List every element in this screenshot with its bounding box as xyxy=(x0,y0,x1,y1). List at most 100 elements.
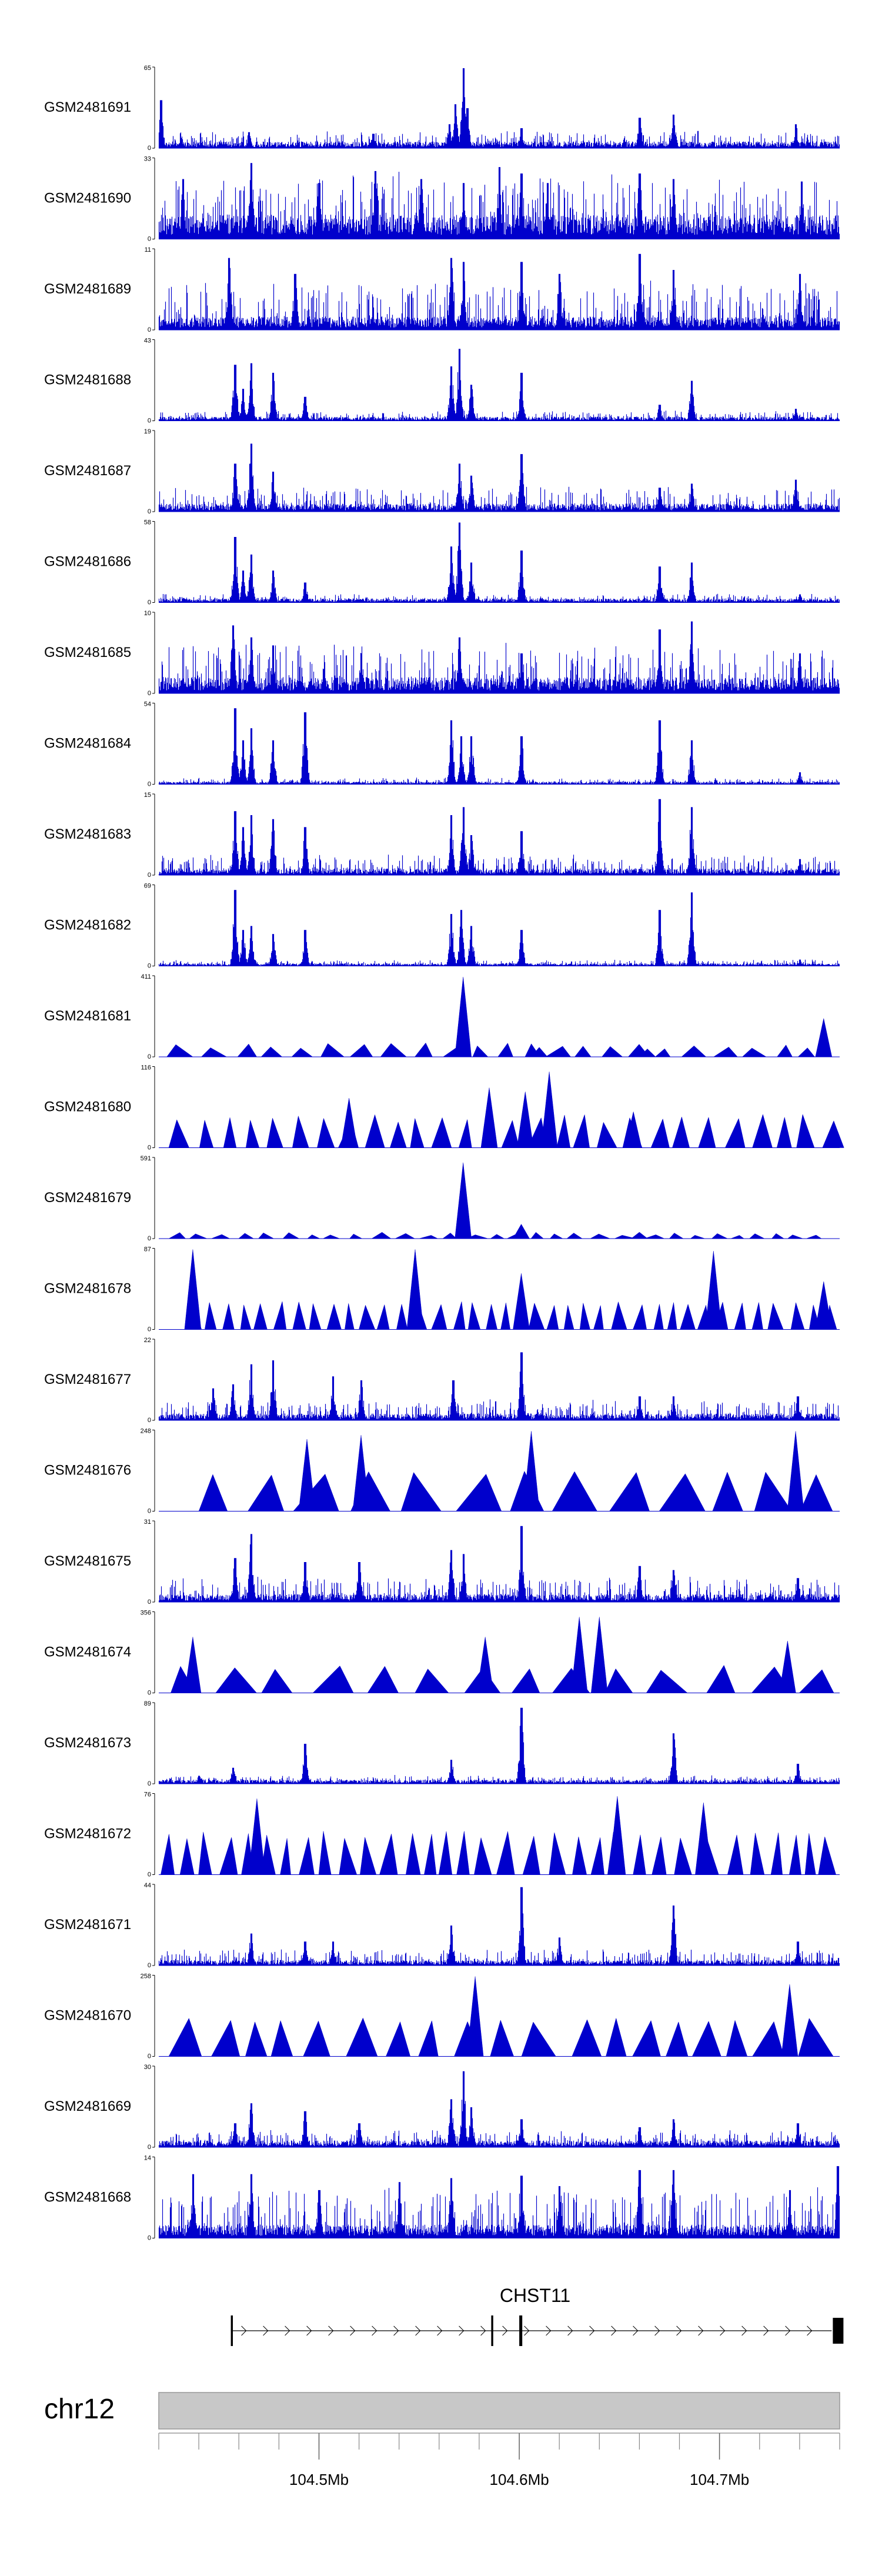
track-ymax-label: 411 xyxy=(141,973,151,980)
track-label: GSM2481669 xyxy=(44,2098,131,2114)
track-ymax-label: 14 xyxy=(144,2155,151,2162)
track-ymax-label: 258 xyxy=(141,1973,151,1980)
track-ymax-label: 19 xyxy=(144,428,151,435)
track-ymin-label: 0 xyxy=(148,1326,151,1333)
track-ymax-label: 116 xyxy=(141,1065,151,1072)
track-GSM2481669: GSM2481669 30 0 xyxy=(44,2064,840,2151)
track-label: GSM2481670 xyxy=(44,2008,131,2024)
gene-exon xyxy=(230,2315,233,2346)
track-ymin-label: 0 xyxy=(148,1871,151,1878)
signal-bars xyxy=(158,68,840,148)
signal-area xyxy=(168,1976,834,2057)
track-label: GSM2481673 xyxy=(44,1735,131,1751)
track-GSM2481682: GSM2481682 69 0 xyxy=(44,883,840,970)
track-ymax-label: 87 xyxy=(144,1246,151,1253)
signal-bars xyxy=(158,522,840,603)
signal-bars xyxy=(158,163,840,239)
track-ymax-label: 54 xyxy=(144,701,151,708)
track-GSM2481681: GSM2481681 411 0 xyxy=(44,973,840,1060)
track-ymax-label: 69 xyxy=(144,883,151,890)
track-ymin-label: 0 xyxy=(148,1599,151,1606)
track-GSM2481688: GSM2481688 43 0 xyxy=(44,338,840,425)
gene-track: CHST11 xyxy=(230,2285,844,2346)
track-ymin-label: 0 xyxy=(148,1235,151,1242)
axis-tick-label: 104.7Mb xyxy=(690,2471,749,2488)
track-GSM2481690: GSM2481690 33 0 xyxy=(44,156,840,243)
track-GSM2481678: GSM2481678 87 0 xyxy=(44,1246,840,1333)
track-label: GSM2481677 xyxy=(44,1372,131,1387)
track-ymin-label: 0 xyxy=(148,1417,151,1424)
track-ymin-label: 0 xyxy=(148,145,151,152)
gene-exon xyxy=(519,2315,523,2346)
chromosome-ideogram-bar xyxy=(158,2392,840,2430)
track-ymax-label: 22 xyxy=(144,1337,151,1344)
signal-bars xyxy=(158,1707,840,1784)
track-label: GSM2481689 xyxy=(44,281,131,297)
track-GSM2481670: GSM2481670 258 0 xyxy=(44,1973,840,2060)
track-label: GSM2481678 xyxy=(44,1281,131,1297)
track-GSM2481677: GSM2481677 22 0 xyxy=(44,1337,840,1424)
signal-area xyxy=(161,1796,837,1875)
track-ymax-label: 44 xyxy=(144,1882,151,1889)
gene-name-label: CHST11 xyxy=(500,2285,570,2306)
track-label: GSM2481672 xyxy=(44,1826,131,1842)
gene-exon xyxy=(491,2315,493,2346)
signal-bars xyxy=(158,1526,840,1602)
signal-bars xyxy=(158,621,840,693)
track-GSM2481672: GSM2481672 76 0 xyxy=(44,1791,840,1878)
axis-tick-label: 104.5Mb xyxy=(289,2471,349,2488)
track-GSM2481686: GSM2481686 58 0 xyxy=(44,519,840,606)
track-GSM2481685: GSM2481685 10 0 xyxy=(44,610,840,697)
track-GSM2481680: GSM2481680 116 0 xyxy=(44,1065,844,1152)
track-GSM2481671: GSM2481671 44 0 xyxy=(44,1882,840,1969)
track-ymin-label: 0 xyxy=(148,599,151,606)
track-GSM2481674: GSM2481674 356 0 xyxy=(44,1610,840,1697)
signal-area xyxy=(166,976,833,1057)
signal-area xyxy=(171,1617,834,1693)
track-GSM2481684: GSM2481684 54 0 xyxy=(44,701,840,788)
track-ymin-label: 0 xyxy=(148,2235,151,2242)
track-ymin-label: 0 xyxy=(148,1962,151,1969)
track-ymax-label: 248 xyxy=(141,1428,151,1435)
track-ymax-label: 65 xyxy=(144,65,151,72)
genome-axis: 104.5Mb 104.6Mb 104.7Mb xyxy=(158,2432,840,2488)
track-ymax-label: 30 xyxy=(144,2064,151,2071)
track-GSM2481676: GSM2481676 248 0 xyxy=(44,1428,840,1515)
track-label: GSM2481683 xyxy=(44,826,131,842)
track-ymax-label: 356 xyxy=(141,1610,151,1617)
gene-strand-arrows xyxy=(241,2325,813,2336)
signal-area xyxy=(168,1072,844,1148)
signal-area xyxy=(184,1249,837,1330)
track-label: GSM2481671 xyxy=(44,1917,131,1933)
track-ymin-label: 0 xyxy=(148,508,151,515)
track-ymax-label: 33 xyxy=(144,156,151,163)
track-ymax-label: 15 xyxy=(144,792,151,799)
track-ymin-label: 0 xyxy=(148,872,151,879)
track-label: GSM2481685 xyxy=(44,645,131,660)
track-ymax-label: 10 xyxy=(144,610,151,617)
track-GSM2481689: GSM2481689 11 0 xyxy=(44,246,840,333)
track-GSM2481668: GSM2481668 14 0 xyxy=(44,2155,840,2242)
ideogram-track: chr12 xyxy=(44,2392,840,2430)
track-label: GSM2481691 xyxy=(44,99,131,115)
track-label: GSM2481668 xyxy=(44,2190,131,2205)
track-label: GSM2481688 xyxy=(44,372,131,388)
track-GSM2481691: GSM2481691 65 0 xyxy=(44,65,840,152)
track-ymin-label: 0 xyxy=(148,1508,151,1515)
track-GSM2481675: GSM2481675 31 0 xyxy=(44,1519,840,1606)
signal-area xyxy=(198,1431,833,1511)
track-ymax-label: 58 xyxy=(144,519,151,526)
track-label: GSM2481675 xyxy=(44,1553,131,1569)
track-ymin-label: 0 xyxy=(148,236,151,243)
chromosome-label: chr12 xyxy=(44,2394,115,2425)
signal-bars xyxy=(158,2166,840,2238)
track-label: GSM2481687 xyxy=(44,463,131,479)
signal-bars xyxy=(158,443,840,512)
track-ymin-label: 0 xyxy=(148,2144,151,2151)
track-ymax-label: 76 xyxy=(144,1791,151,1798)
axis-tick-label: 104.6Mb xyxy=(490,2471,549,2488)
track-ymin-label: 0 xyxy=(148,781,151,788)
track-ymax-label: 89 xyxy=(144,1700,151,1707)
track-GSM2481679: GSM2481679 591 0 xyxy=(44,1155,840,1242)
signal-bars xyxy=(158,349,840,421)
